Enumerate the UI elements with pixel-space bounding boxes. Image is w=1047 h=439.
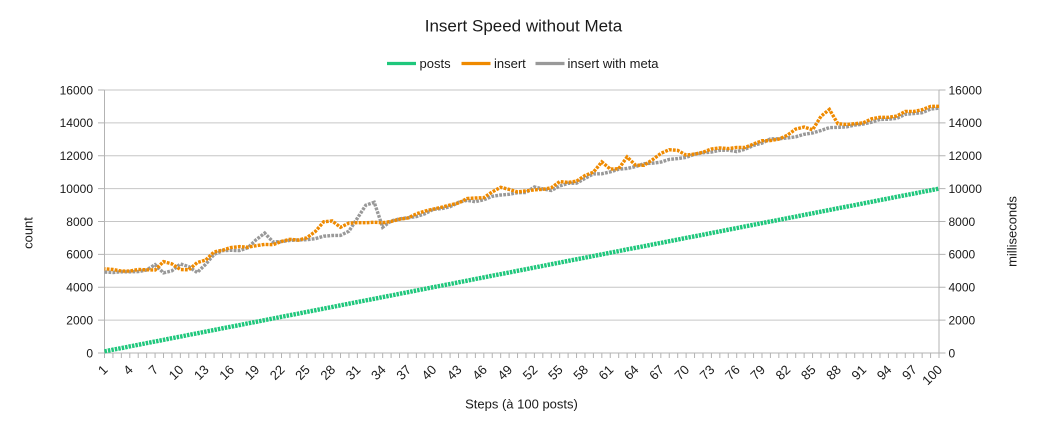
svg-text:milliseconds: milliseconds xyxy=(1005,196,1020,267)
svg-text:14000: 14000 xyxy=(949,116,983,130)
svg-text:12000: 12000 xyxy=(60,149,94,163)
svg-text:16000: 16000 xyxy=(60,83,94,97)
svg-text:4000: 4000 xyxy=(949,281,976,295)
svg-text:insert: insert xyxy=(494,56,526,71)
svg-text:Steps (à 100 posts): Steps (à 100 posts) xyxy=(465,397,578,412)
svg-text:Insert Speed without Meta: Insert Speed without Meta xyxy=(425,17,623,36)
svg-text:0: 0 xyxy=(86,346,93,360)
svg-text:14000: 14000 xyxy=(60,116,94,130)
svg-text:2000: 2000 xyxy=(66,313,93,327)
svg-text:posts: posts xyxy=(420,56,452,71)
svg-text:insert with meta: insert with meta xyxy=(568,56,660,71)
svg-text:8000: 8000 xyxy=(949,215,976,229)
svg-text:6000: 6000 xyxy=(949,248,976,262)
svg-text:16000: 16000 xyxy=(949,83,983,97)
svg-text:12000: 12000 xyxy=(949,149,983,163)
svg-text:2000: 2000 xyxy=(949,313,976,327)
svg-text:count: count xyxy=(21,217,36,249)
svg-text:6000: 6000 xyxy=(66,248,93,262)
svg-text:8000: 8000 xyxy=(66,215,93,229)
svg-text:10000: 10000 xyxy=(60,182,94,196)
svg-text:4000: 4000 xyxy=(66,281,93,295)
svg-text:10000: 10000 xyxy=(949,182,983,196)
svg-text:0: 0 xyxy=(949,346,956,360)
